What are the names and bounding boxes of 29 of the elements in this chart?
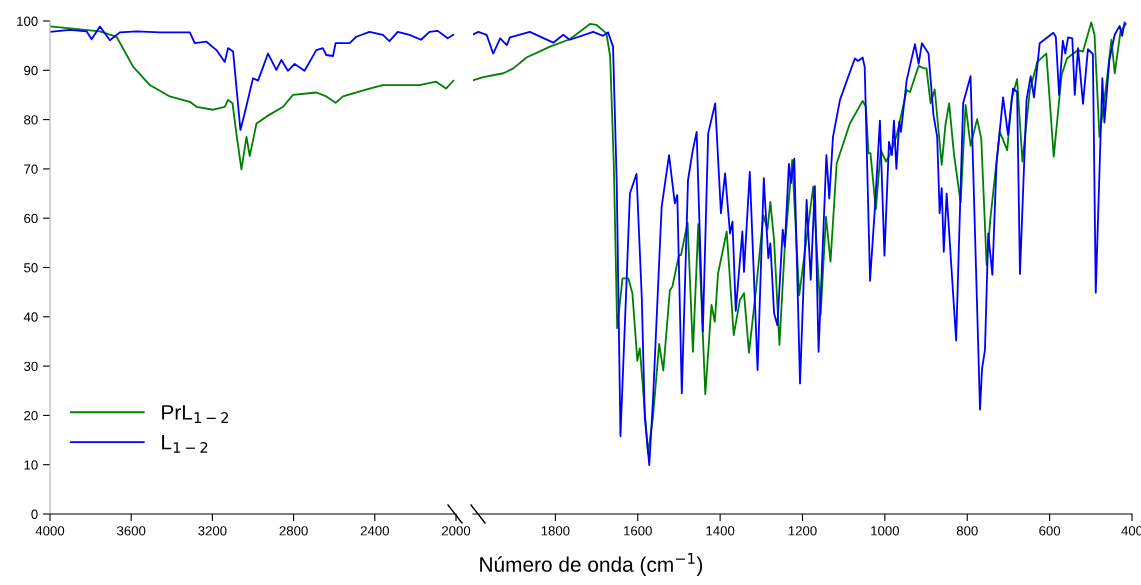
y-tick-label: 0 bbox=[31, 509, 38, 519]
x-tick-label: 1200 bbox=[788, 526, 817, 536]
x-tick-label: 1000 bbox=[871, 526, 900, 536]
y-tick-label: 60 bbox=[24, 213, 38, 224]
x-tick-label: 800 bbox=[956, 526, 978, 536]
y-tick-label: 50 bbox=[24, 263, 38, 273]
x-tick-label: 2800 bbox=[279, 526, 308, 536]
legend-label: L$_{1−2}$ bbox=[162, 435, 208, 453]
x-tick-label: 4000 bbox=[35, 526, 65, 536]
x-tick-label: 2000 bbox=[441, 526, 471, 536]
x-tick-label: 600 bbox=[1039, 526, 1061, 536]
y-tick-label: 40 bbox=[23, 312, 38, 322]
y-tick-label: 70 bbox=[24, 164, 38, 174]
legend-label: PrL$_{1−2}$ bbox=[162, 405, 229, 423]
x-tick-label: 1400 bbox=[706, 526, 735, 536]
y-tick-label: 80 bbox=[24, 115, 38, 125]
x-tick-label: 1800 bbox=[541, 526, 570, 536]
y-tick-label: 20 bbox=[24, 410, 38, 421]
line-series bbox=[50, 25, 455, 171]
x-axis-title: Número de onda (cm$^{−1}$) bbox=[480, 553, 703, 577]
line-series bbox=[50, 25, 455, 131]
x-tick-label: 3600 bbox=[117, 526, 146, 536]
x-tick-label: 3200 bbox=[198, 526, 227, 536]
y-tick-label: 100 bbox=[17, 16, 38, 26]
y-tick-label: 90 bbox=[24, 65, 38, 76]
x-tick-label: 2400 bbox=[360, 526, 389, 536]
y-tick-label: 30 bbox=[24, 361, 38, 372]
y-tick-label: 10 bbox=[24, 460, 38, 470]
x-tick-label: 1600 bbox=[624, 526, 652, 536]
